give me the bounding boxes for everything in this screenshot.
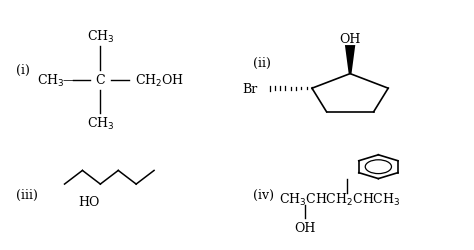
- Text: OH: OH: [295, 221, 316, 234]
- Text: (i): (i): [16, 64, 29, 77]
- Text: (iv): (iv): [254, 188, 274, 201]
- Text: CH$_3$: CH$_3$: [87, 29, 114, 45]
- Polygon shape: [345, 46, 356, 74]
- Text: CH$_3$: CH$_3$: [37, 72, 64, 88]
- Text: CH$_3$: CH$_3$: [87, 116, 114, 132]
- Text: —: —: [117, 74, 129, 87]
- Text: (ii): (ii): [254, 57, 272, 70]
- Text: Br: Br: [243, 82, 258, 95]
- Text: OH: OH: [339, 32, 361, 46]
- Text: —: —: [63, 74, 75, 87]
- Text: CH$_3$CHCH$_2$CHCH$_3$: CH$_3$CHCH$_2$CHCH$_3$: [279, 191, 401, 207]
- Text: C: C: [96, 74, 105, 87]
- Text: HO: HO: [78, 195, 99, 208]
- Text: CH$_2$OH: CH$_2$OH: [135, 72, 184, 88]
- Text: (iii): (iii): [16, 188, 37, 201]
